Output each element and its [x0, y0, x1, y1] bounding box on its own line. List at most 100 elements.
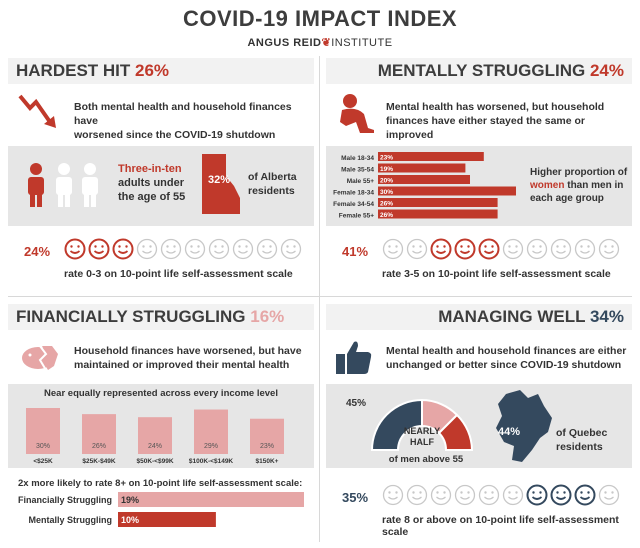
- managing-well-desc: Mental health and household finances are…: [386, 344, 634, 372]
- map-label-line: of Alberta: [248, 171, 297, 183]
- quebec-pct: 44%: [497, 426, 521, 438]
- brand-name: ANGUS REID: [247, 37, 322, 49]
- rate-comparison-bar-chart: Financially Struggling 19% Mentally Strugg…: [18, 492, 304, 527]
- smiley-face-icon: [382, 484, 404, 506]
- bar-category-label: Female 55+: [339, 213, 374, 220]
- bar: [378, 163, 466, 173]
- hardest-hit-title: HARDEST HIT: [16, 61, 131, 80]
- note-emphasis: women: [530, 180, 565, 191]
- desc-line: finances have either stayed the same or …: [386, 115, 586, 141]
- thumbs-up-icon: [336, 341, 372, 374]
- mentally-struggling-face-scale: [382, 238, 632, 262]
- note-line: each age group: [530, 193, 604, 204]
- bar: [82, 414, 116, 454]
- bar-value-label: 10%: [121, 515, 139, 525]
- bar: [378, 186, 516, 196]
- smiley-face-icon: [550, 484, 572, 506]
- bar-value-label: 30%: [36, 443, 50, 450]
- managing-well-pct: 34%: [589, 307, 624, 326]
- smiley-face-icon: [232, 238, 254, 260]
- smiley-face-icon: [382, 238, 404, 260]
- financially-struggling-pct: 16%: [250, 307, 285, 326]
- smiley-face-icon: [502, 484, 524, 506]
- desc-line: Household finances have worsened, but ha…: [74, 345, 302, 357]
- bar-category-label: $150K+: [256, 458, 279, 465]
- bar-category-label: Female 34-54: [333, 201, 374, 208]
- financially-struggling-title: FINANCIALLY STRUGGLING: [16, 307, 246, 326]
- note-line: Higher proportion of: [530, 167, 628, 178]
- bar-category-label: Financially Struggling: [18, 495, 112, 505]
- bar-value-label: 26%: [92, 443, 106, 450]
- bar-value-label: 19%: [380, 166, 393, 173]
- bar-category-label: Male 18-34: [341, 155, 374, 162]
- bar: [378, 175, 470, 184]
- smiley-face-icon: [598, 484, 620, 506]
- managing-well-header: MANAGING WELL 34%: [326, 304, 632, 330]
- bar-category-label: Male 35-54: [341, 167, 374, 174]
- gauge-label: NEARLY HALF: [398, 426, 446, 448]
- smiley-face-icon: [430, 484, 452, 506]
- bar: [138, 417, 172, 454]
- alberta-label: of Alberta residents: [248, 170, 314, 198]
- mentally-struggling-desc: Mental health has worsened, but househol…: [386, 100, 634, 142]
- hardest-hit-scale-text: rate 0-3 on 10-point life self-assessmen…: [64, 268, 293, 280]
- hardest-hit-scale-pct: 24%: [24, 244, 51, 259]
- bar: [378, 198, 498, 207]
- desc-line: worsened since the COVID-19 shutdown: [74, 129, 276, 141]
- smiley-face-icon: [478, 238, 500, 260]
- smiley-face-icon: [160, 238, 182, 260]
- note-line: than men in: [567, 180, 624, 191]
- half-gauge-chart: [370, 398, 474, 451]
- sad-person-icon: [340, 94, 374, 133]
- stat-line: adults under: [118, 177, 185, 189]
- smiley-face-icon: [406, 484, 428, 506]
- desc-line: maintained or improved their mental heal…: [74, 359, 290, 371]
- bar-value-label: 24%: [148, 443, 162, 450]
- managing-well-scale-text: rate 8 or above on 10-point life self-as…: [382, 514, 619, 538]
- desc-line: Mental health and household finances are…: [386, 345, 627, 357]
- bar-value-label: 26%: [380, 201, 393, 208]
- smiley-face-icon: [598, 238, 620, 260]
- quebec-map-icon: [496, 390, 552, 462]
- bar-value-label: 19%: [121, 495, 139, 505]
- gauge-line: NEARLY: [403, 426, 441, 436]
- declining-arrow-icon: [18, 94, 56, 128]
- desc-line: Mental health has worsened, but househol…: [386, 101, 605, 113]
- bar-value-label: 26%: [380, 212, 393, 219]
- mentally-struggling-header: MENTALLY STRUGGLING 24%: [326, 58, 632, 84]
- hardest-hit-desc: Both mental health and household finance…: [74, 100, 314, 142]
- bar: [378, 209, 498, 219]
- gauge-pct: 45%: [346, 398, 367, 409]
- bar-value-label: 23%: [380, 155, 393, 162]
- bar: [118, 512, 216, 527]
- financially-struggling-header: FINANCIALLY STRUGGLING 16%: [8, 304, 314, 330]
- smiley-face-icon: [430, 238, 452, 260]
- brand-suffix: INSTITUTE: [331, 37, 393, 49]
- alberta-pct: 32%: [207, 174, 231, 186]
- stat-line: the age of 55: [118, 191, 186, 203]
- map-label-line: residents: [248, 185, 295, 197]
- bar-category-label: $50K-<$99K: [136, 458, 173, 465]
- smiley-face-icon: [112, 238, 134, 260]
- bar: [250, 418, 284, 454]
- desc-line: unchanged or better since COVID-19 shutd…: [386, 359, 622, 371]
- women-note: Higher proportion of women than men in e…: [530, 166, 632, 205]
- smiley-face-icon: [208, 238, 230, 260]
- financially-struggling-desc: Household finances have worsened, but ha…: [74, 344, 314, 372]
- smiley-face-icon: [136, 238, 158, 260]
- smiley-face-icon: [454, 238, 476, 260]
- bar-value-label: 23%: [260, 443, 274, 450]
- quebec-label: of Quebec residents: [556, 426, 632, 454]
- mentally-struggling-pct: 24%: [589, 61, 624, 80]
- smiley-face-icon: [574, 238, 596, 260]
- column-divider: [319, 56, 320, 542]
- people-icon: [28, 163, 98, 207]
- smiley-face-icon: [64, 238, 86, 260]
- map-label-line: residents: [556, 441, 603, 453]
- bar-value-label: 29%: [204, 443, 218, 450]
- smiley-face-icon: [502, 238, 524, 260]
- smiley-face-icon: [574, 484, 596, 506]
- gauge-sub: of men above 55: [388, 454, 464, 465]
- hardest-hit-face-scale: [64, 238, 314, 262]
- bar-category-label: Female 18-34: [333, 190, 374, 197]
